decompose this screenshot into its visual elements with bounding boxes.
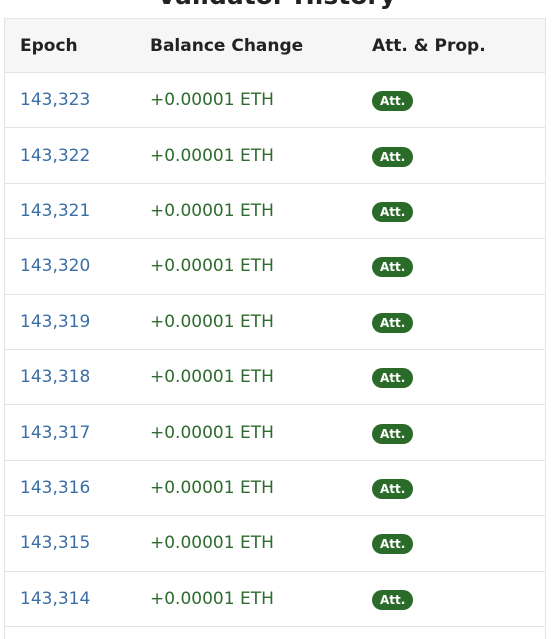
balance-change: +0.00001 ETH [150,588,274,609]
balance-change: +0.00001 ETH [150,90,274,111]
balance-change: +0.00001 ETH [150,477,274,498]
badge-cell: Att. [372,367,414,389]
balance-change: +0.00001 ETH [150,367,274,388]
table-row: 143,319 +0.00001 ETH Att. [5,295,545,350]
table-row: 143,321 +0.00001 ETH Att. [5,184,545,240]
badge-cell: Att. [372,256,414,278]
attestation-badge: Att. [372,146,414,167]
epoch-link[interactable]: 143,315 [20,533,91,554]
badge-cell: Att. [372,201,414,222]
page-title: Validator History [0,0,553,10]
epoch-link[interactable]: 143,316 [20,477,91,498]
table-row: 143,317 +0.00001 ETH Att. [5,405,545,461]
badge-cell: Att. [372,533,414,555]
badge-cell: Att. [372,589,414,610]
epoch-link[interactable]: 143,317 [20,422,91,443]
table-row: 143,323 +0.00001 ETH Att. [5,73,545,129]
badge-cell: Att. [372,312,414,333]
badge-cell: Att. [372,90,414,112]
attestation-badge: Att. [372,534,414,555]
header-row: Epoch Balance Change Att. & Prop. [5,19,545,73]
header-cell: Epoch [20,35,78,56]
table-row: 143,322 +0.00001 ETH Att. [5,128,545,184]
attestation-badge: Att. [372,478,414,499]
attestation-badge: Att. [372,91,414,112]
badge-cell: Att. [372,146,414,167]
attestation-badge: Att. [372,201,414,222]
attestation-badge: Att. [372,423,414,444]
balance-change: +0.00001 ETH [150,311,274,332]
epoch-link[interactable]: 143,318 [20,367,91,388]
badge-cell: Att. [372,478,414,499]
attestation-badge: Att. [372,589,414,610]
table-row: 143,318 +0.00001 ETH Att. [5,350,545,406]
table-row: 143,316 +0.00001 ETH Att. [5,461,545,517]
balance-change: +0.00001 ETH [150,145,274,166]
attestation-badge: Att. [372,368,414,389]
epoch-link[interactable]: 143,321 [20,200,91,221]
header-cell: Att. & Prop. [372,35,486,56]
balance-change: +0.00001 ETH [150,256,274,277]
epoch-link[interactable]: 143,320 [20,256,91,277]
header-cell: Balance Change [150,35,304,56]
epoch-link[interactable]: 143,314 [20,588,91,609]
epoch-link[interactable]: 143,322 [20,145,91,166]
badge-cell: Att. [372,423,414,444]
balance-change: +0.00001 ETH [150,533,274,554]
table-row: 143,314 +0.00001 ETH Att. [5,572,545,627]
attestation-badge: Att. [372,312,414,333]
table-row: 143,315 +0.00001 ETH Att. [5,516,545,572]
epoch-link[interactable]: 143,323 [20,90,91,111]
balance-change: +0.00001 ETH [150,422,274,443]
attestation-badge: Att. [372,257,414,278]
balance-change: +0.00001 ETH [150,200,274,221]
history-table: Epoch Balance Change Att. & Prop. 143,32… [4,18,546,639]
epoch-link[interactable]: 143,319 [20,311,91,332]
table-row: 143,320 +0.00001 ETH Att. [5,239,545,295]
